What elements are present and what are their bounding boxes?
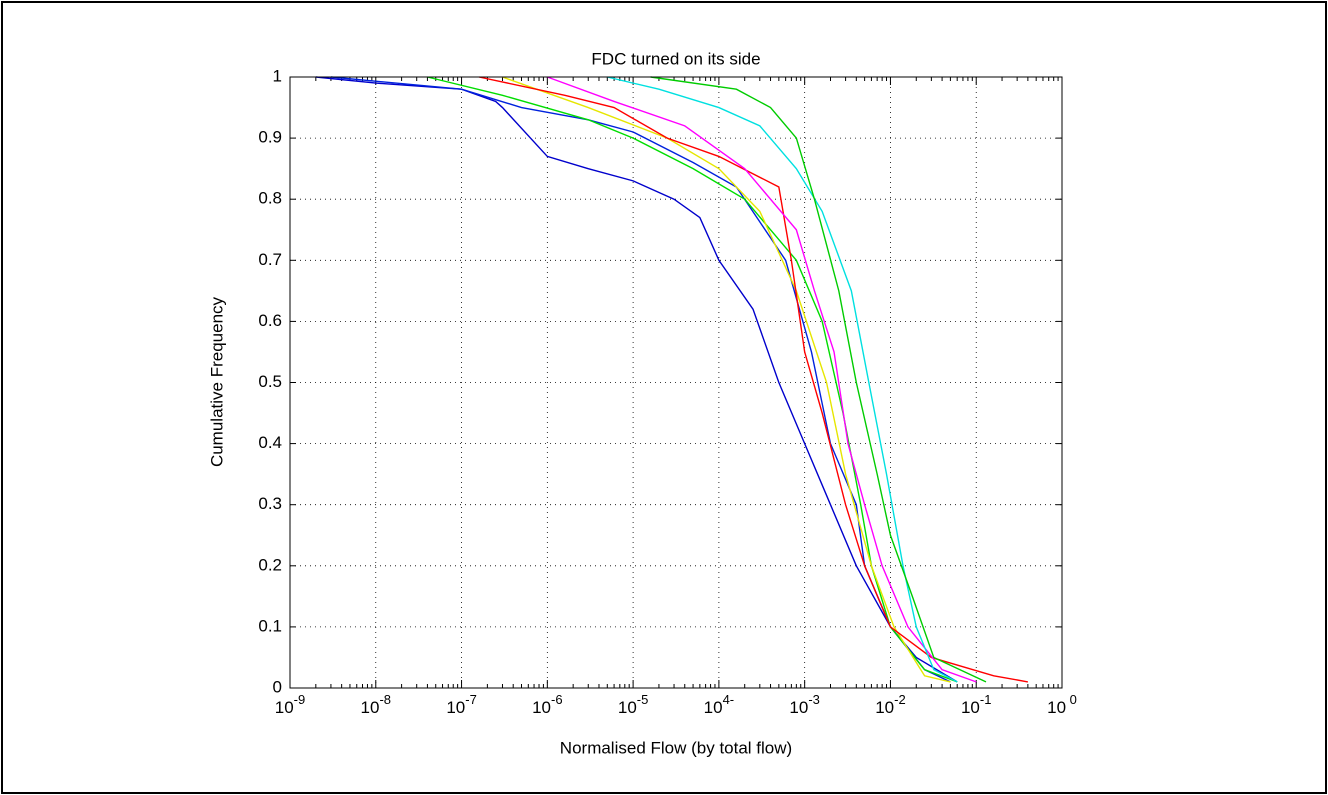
y-tick-label: 0.6 [258,311,282,330]
y-tick-label: 0 [273,677,282,696]
x-tick-label: 104- [704,692,734,717]
data-line [607,76,958,683]
x-tick-label: 10 0 [1047,692,1077,717]
x-tick-label: 10-7 [446,692,476,717]
data-line [547,76,977,683]
y-tick-label: 0.2 [258,555,282,574]
data-line [427,76,958,683]
x-tick-label: 10-8 [361,692,391,717]
y-axis-label: Cumulative Frequency [207,296,226,467]
x-axis-label: Normalised Flow (by total flow) [560,738,792,757]
y-tick-label: 0.7 [258,250,282,269]
data-line [650,76,987,683]
chart-title: FDC turned on its side [591,49,760,68]
y-tick-label: 0.8 [258,189,282,208]
data-line [478,76,1028,683]
data-line [502,76,951,683]
y-tick-label: 0.9 [258,128,282,147]
y-tick-label: 0.4 [258,433,282,452]
data-line [315,76,958,683]
y-tick-label: 0.3 [258,494,282,513]
x-tick-label: 10-6 [532,692,562,717]
x-tick-label: 10-1 [961,692,991,717]
y-tick-label: 0.1 [258,616,282,635]
x-tick-label: 10-2 [875,692,905,717]
axes-box [289,76,1063,689]
x-tick-label: 10-5 [618,692,648,717]
y-tick-label: 1 [273,66,282,85]
y-tick-label: 0.5 [258,372,282,391]
x-tick-label: 10-9 [275,692,305,717]
x-tick-label: 10-3 [789,692,819,717]
